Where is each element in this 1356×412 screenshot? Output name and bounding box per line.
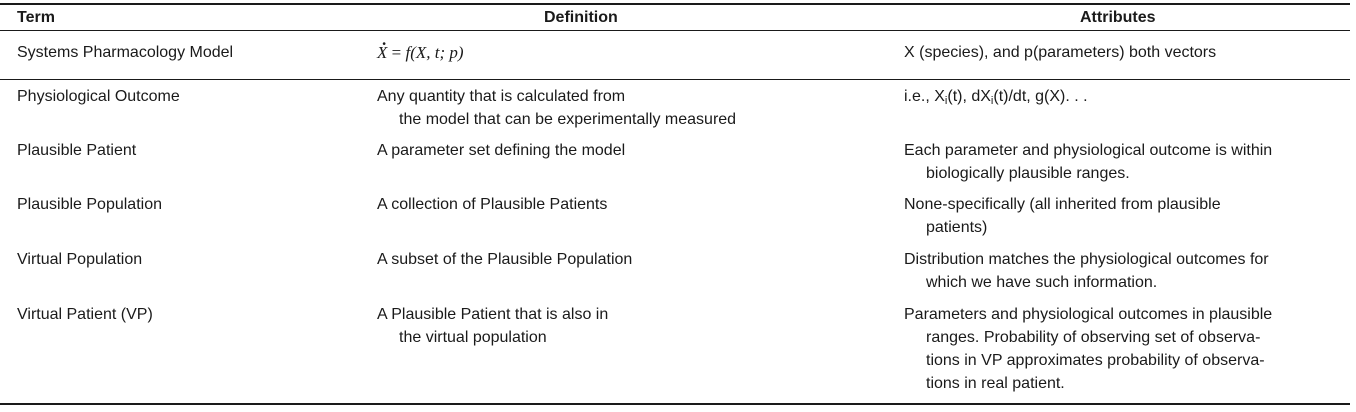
- header-rule: [0, 30, 1350, 31]
- row-definition: Any quantity that is calculated from the…: [377, 88, 737, 128]
- formula: X = f(X, t; p): [377, 28, 464, 62]
- row-attributes: Each parameter and physiological outcome…: [904, 142, 1273, 182]
- row-attributes: X (species), and p(parameters) both vect…: [904, 44, 1217, 61]
- row-attributes: Distribution matches the physiological o…: [904, 251, 1269, 291]
- header-definition: Definition: [544, 9, 618, 26]
- bottom-rule: [0, 403, 1350, 405]
- row-term: Systems Pharmacology Model: [17, 44, 234, 61]
- row-definition-formula: X = f(X, t; p): [377, 28, 877, 65]
- row-term: Virtual Population: [17, 251, 143, 268]
- section-rule: [0, 79, 1350, 80]
- top-rule: [0, 3, 1350, 5]
- row-attributes: None-specifically (all inherited from pl…: [904, 196, 1221, 236]
- row-term: Plausible Population: [17, 196, 162, 213]
- row-attributes: i.e., Xi(t), dXi(t)/dt, g(X). . .: [904, 88, 1088, 107]
- row-definition: A collection of Plausible Patients: [377, 196, 608, 213]
- header-term: Term: [17, 9, 55, 26]
- row-term: Plausible Patient: [17, 142, 137, 159]
- row-term: Physiological Outcome: [17, 88, 180, 105]
- header-attributes: Attributes: [1080, 9, 1156, 26]
- row-definition: A parameter set defining the model: [377, 142, 626, 159]
- row-attributes: Parameters and physiological outcomes in…: [904, 306, 1273, 392]
- row-definition: A Plausible Patient that is also in the …: [377, 306, 609, 346]
- row-definition: A subset of the Plausible Population: [377, 251, 633, 268]
- row-term: Virtual Patient (VP): [17, 306, 153, 323]
